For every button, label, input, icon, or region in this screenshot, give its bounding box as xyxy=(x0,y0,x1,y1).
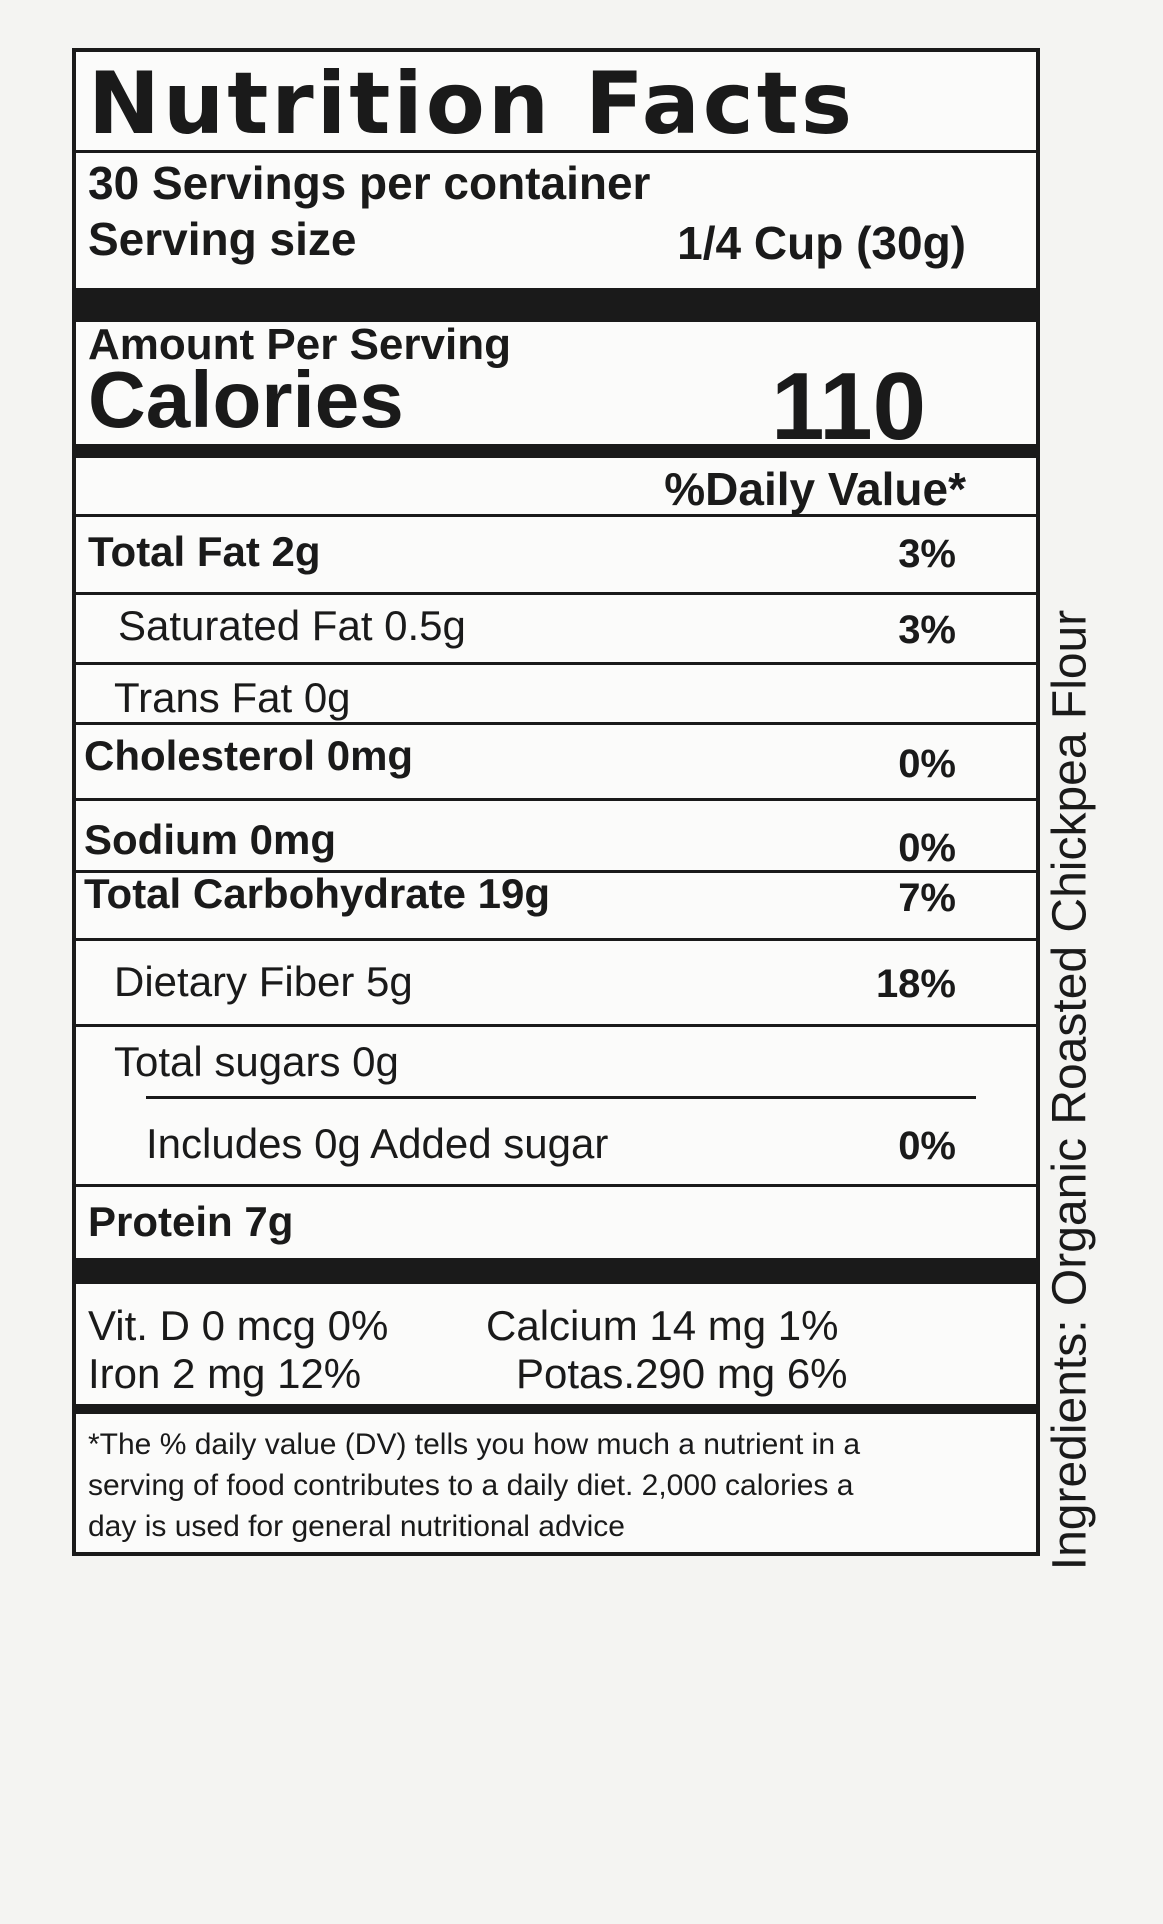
title: Nutrition Facts xyxy=(88,54,856,154)
nutrient-dv: 0% xyxy=(898,1124,956,1168)
nutrient: Sodium 0mg xyxy=(84,816,337,863)
rule xyxy=(76,662,1036,665)
vitamin: Potas.290 mg 6% xyxy=(516,1350,848,1397)
nutrient-dv: 7% xyxy=(898,876,956,920)
thick-rule xyxy=(76,1258,1036,1284)
nutrition-label: Nutrition Facts 30 Servings per containe… xyxy=(72,48,1040,1556)
rule xyxy=(76,592,1036,595)
rule xyxy=(76,514,1036,517)
rule xyxy=(76,938,1036,941)
footnote: *The % daily value (DV) tells you how mu… xyxy=(88,1428,861,1543)
nutrient: Dietary Fiber 5g xyxy=(114,958,413,1005)
nutrient-dv: 0% xyxy=(898,826,956,870)
thick-rule xyxy=(76,288,1036,322)
nutrient-dv: 18% xyxy=(875,962,956,1006)
nutrient: Protein 7g xyxy=(88,1198,294,1245)
rule xyxy=(76,1024,1036,1027)
ingredients: Ingredients: Organic Roasted Chickpea Fl… xyxy=(1043,609,1097,1571)
vitamin: Iron 2 mg 12% xyxy=(88,1350,362,1397)
calories-label: Calories xyxy=(88,355,404,444)
nutrient: Total Carbohydrate 19g xyxy=(84,870,550,917)
rule xyxy=(76,870,1036,873)
nutrient-dv: 3% xyxy=(898,532,956,576)
nutrient: Total Fat 2g xyxy=(88,528,321,575)
nutrient: Saturated Fat 0.5g xyxy=(118,602,466,649)
rule xyxy=(76,798,1036,801)
thick-rule xyxy=(76,1404,1036,1414)
rule xyxy=(76,1184,1036,1187)
nutrient: Total sugars 0g xyxy=(114,1038,399,1085)
nutrient-dv: 3% xyxy=(898,608,956,652)
nutrient: Includes 0g Added sugar xyxy=(146,1120,609,1167)
calories: 110 xyxy=(771,353,926,460)
serving-size-label: Serving size xyxy=(88,213,357,265)
serving-size: 1/4 Cup (30g) xyxy=(677,217,966,269)
vitamin: Calcium 14 mg 1% xyxy=(486,1302,839,1349)
servings: 30 Servings per container xyxy=(88,157,651,209)
amount-per-serving: Amount Per Serving xyxy=(88,320,511,369)
daily-value-header: %Daily Value* xyxy=(664,463,966,515)
rule xyxy=(76,150,1036,153)
thick-rule xyxy=(76,444,1036,458)
rule xyxy=(76,722,1036,725)
rule xyxy=(146,1096,976,1099)
nutrient: Cholesterol 0mg xyxy=(84,732,414,779)
vitamin: Vit. D 0 mcg 0% xyxy=(88,1302,389,1349)
nutrient-dv: 0% xyxy=(898,742,956,786)
nutrient: Trans Fat 0g xyxy=(114,674,351,721)
